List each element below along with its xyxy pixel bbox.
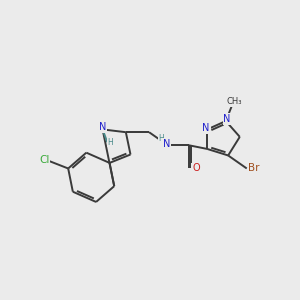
Text: Cl: Cl	[39, 155, 50, 165]
Text: N: N	[163, 139, 170, 149]
Text: N: N	[202, 123, 210, 133]
Text: O: O	[192, 164, 200, 173]
Text: Br: Br	[248, 164, 260, 173]
Text: N: N	[99, 122, 106, 132]
Text: H: H	[158, 134, 164, 143]
Text: H: H	[107, 138, 113, 147]
Text: CH₃: CH₃	[227, 97, 242, 106]
Text: N: N	[223, 114, 231, 124]
